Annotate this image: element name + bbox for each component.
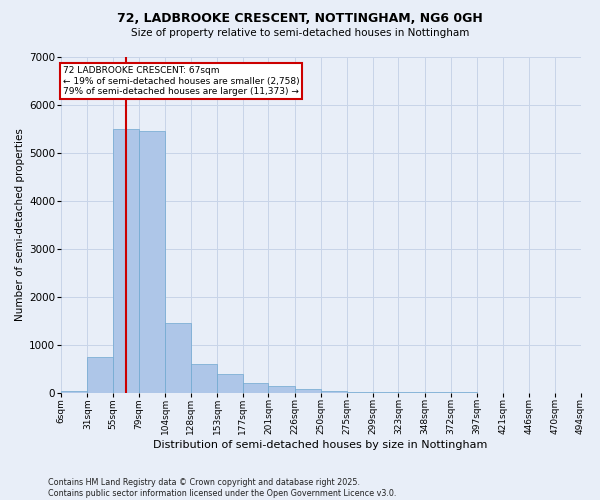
- Bar: [320, 390, 347, 392]
- Bar: [88, 356, 113, 392]
- Bar: [165, 323, 191, 392]
- X-axis label: Distribution of semi-detached houses by size in Nottingham: Distribution of semi-detached houses by …: [154, 440, 488, 450]
- Bar: [61, 391, 88, 392]
- Bar: [243, 383, 268, 392]
- Bar: [295, 388, 320, 392]
- Text: Size of property relative to semi-detached houses in Nottingham: Size of property relative to semi-detach…: [131, 28, 469, 38]
- Bar: [139, 131, 165, 392]
- Bar: [113, 128, 139, 392]
- Text: Contains HM Land Registry data © Crown copyright and database right 2025.
Contai: Contains HM Land Registry data © Crown c…: [48, 478, 397, 498]
- Text: 72, LADBROOKE CRESCENT, NOTTINGHAM, NG6 0GH: 72, LADBROOKE CRESCENT, NOTTINGHAM, NG6 …: [117, 12, 483, 26]
- Text: 72 LADBROOKE CRESCENT: 67sqm
← 19% of semi-detached houses are smaller (2,758)
7: 72 LADBROOKE CRESCENT: 67sqm ← 19% of se…: [63, 66, 299, 96]
- Y-axis label: Number of semi-detached properties: Number of semi-detached properties: [15, 128, 25, 321]
- Bar: [217, 374, 243, 392]
- Bar: [268, 386, 295, 392]
- Bar: [191, 364, 217, 392]
